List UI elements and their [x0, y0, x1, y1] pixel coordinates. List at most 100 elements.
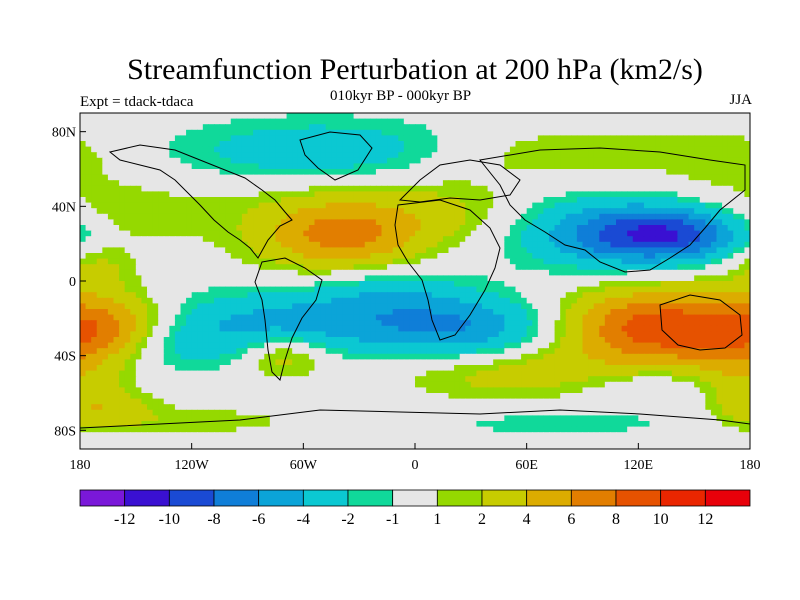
field-cell: [699, 303, 706, 310]
field-cell: [476, 219, 483, 226]
field-cell: [498, 258, 505, 265]
field-cell: [543, 180, 550, 187]
field-cell: [96, 157, 103, 164]
field-cell: [141, 292, 148, 299]
field-cell: [202, 219, 210, 226]
field-cell: [219, 113, 226, 120]
field-cell: [738, 113, 746, 120]
field-cell: [348, 337, 355, 344]
field-cell: [431, 135, 438, 142]
field-cell: [593, 185, 600, 192]
field-cell: [225, 208, 232, 215]
field-cell: [281, 269, 288, 276]
field-cell: [688, 146, 695, 153]
field-cell: [627, 275, 634, 282]
field-cell: [314, 342, 321, 349]
field-cell: [314, 230, 321, 237]
field-cell: [236, 258, 243, 265]
field-cell: [420, 113, 427, 120]
field-cell: [113, 219, 120, 226]
field-cell: [202, 241, 210, 248]
field-cell: [141, 337, 148, 344]
field-cell: [147, 269, 154, 276]
field-cell: [80, 309, 87, 316]
field-cell: [655, 152, 662, 159]
field-cell: [716, 118, 723, 125]
field-cell: [370, 146, 377, 153]
field-cell: [515, 275, 522, 282]
field-cell: [671, 157, 679, 164]
field-cell: [180, 258, 187, 265]
field-cell: [420, 275, 427, 282]
field-cell: [381, 230, 388, 237]
field-cell: [699, 314, 706, 321]
field-cell: [442, 337, 450, 344]
field-cell: [135, 325, 143, 332]
field-cell: [588, 146, 595, 153]
field-cell: [163, 309, 170, 316]
field-cell: [643, 258, 651, 265]
field-cell: [671, 247, 679, 254]
field-cell: [565, 286, 572, 293]
field-cell: [191, 337, 198, 344]
field-cell: [515, 281, 522, 288]
field-cell: [169, 325, 176, 332]
field-cell: [616, 275, 623, 282]
field-cell: [420, 253, 427, 260]
field-cell: [671, 141, 679, 148]
field-cell: [119, 342, 126, 349]
field-cell: [308, 292, 316, 299]
field-cell: [219, 253, 226, 260]
field-cell: [476, 225, 483, 232]
field-cell: [621, 152, 628, 159]
field-cell: [582, 264, 589, 271]
field-cell: [113, 309, 120, 316]
field-cell: [683, 320, 690, 327]
field-cell: [509, 157, 517, 164]
field-cell: [671, 325, 679, 332]
field-cell: [699, 297, 706, 304]
field-cell: [381, 241, 388, 248]
field-cell: [314, 113, 321, 120]
field-cell: [135, 230, 143, 237]
field-cell: [281, 241, 288, 248]
field-cell: [666, 202, 673, 209]
field-cell: [565, 213, 572, 220]
field-cell: [375, 303, 383, 310]
field-cell: [699, 202, 706, 209]
field-cell: [727, 320, 734, 327]
field-cell: [588, 230, 595, 237]
field-cell: [320, 292, 327, 299]
field-cell: [677, 163, 684, 170]
field-cell: [671, 292, 679, 299]
field-cell: [571, 247, 578, 254]
field-cell: [448, 325, 455, 332]
field-cell: [565, 309, 572, 316]
field-cell: [208, 124, 215, 131]
field-cell: [482, 342, 489, 349]
field-cell: [593, 236, 600, 243]
field-cell: [191, 135, 198, 142]
field-cell: [303, 146, 310, 153]
field-cell: [509, 135, 517, 142]
field-cell: [526, 141, 533, 148]
field-cell: [576, 174, 584, 181]
field-cell: [515, 292, 522, 299]
field-cell: [532, 292, 539, 299]
field-cell: [163, 213, 170, 220]
field-cell: [727, 129, 734, 136]
field-cell: [710, 118, 718, 125]
field-cell: [593, 169, 600, 176]
field-cell: [632, 241, 639, 248]
field-cell: [716, 225, 723, 232]
field-cell: [174, 163, 182, 170]
field-cell: [565, 208, 572, 215]
field-cell: [431, 202, 438, 209]
field-cell: [80, 236, 87, 243]
field-cell: [683, 213, 690, 220]
field-cell: [80, 141, 87, 148]
field-cell: [582, 146, 589, 153]
field-cell: [677, 174, 684, 181]
field-cell: [269, 152, 277, 159]
field-cell: [197, 314, 204, 321]
